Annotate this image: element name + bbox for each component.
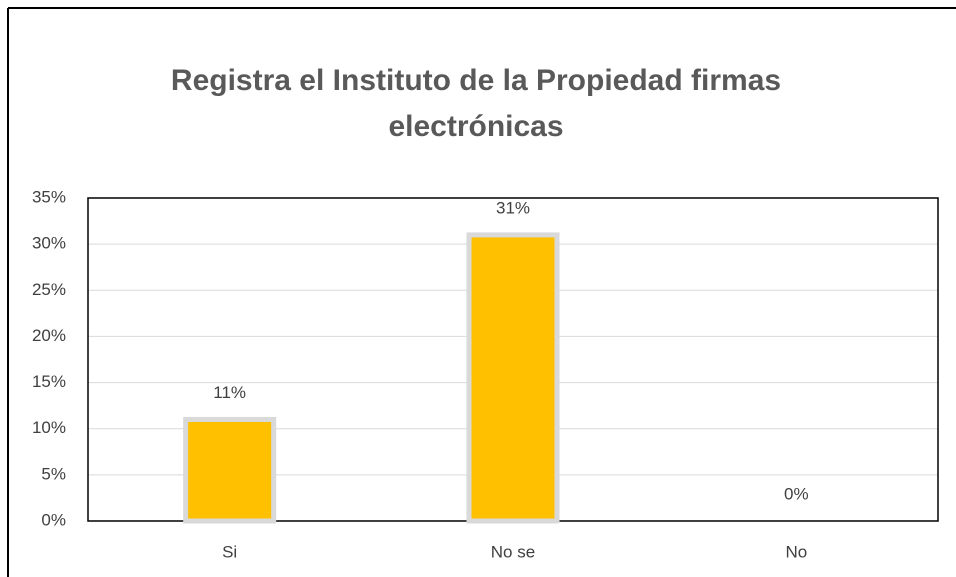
bar <box>183 416 277 524</box>
x-tick-label: No se <box>491 542 535 561</box>
chart-title: Registra el Instituto de la Propiedad fi… <box>170 64 782 143</box>
y-tick-label: 15% <box>32 372 66 391</box>
bar <box>466 232 560 524</box>
value-label: 0% <box>784 484 809 503</box>
value-label: 31% <box>496 198 530 217</box>
x-tick-label: Si <box>222 542 237 561</box>
value-label: 11% <box>213 383 246 402</box>
y-tick-label: 5% <box>41 464 66 483</box>
x-tick-label: No <box>785 542 807 561</box>
y-tick-label: 25% <box>32 280 66 299</box>
y-tick-label: 30% <box>32 234 66 253</box>
y-tick-label: 0% <box>41 510 66 529</box>
y-tick-label: 20% <box>32 326 66 345</box>
y-tick-label: 35% <box>32 187 66 206</box>
y-tick-label: 10% <box>32 418 66 437</box>
